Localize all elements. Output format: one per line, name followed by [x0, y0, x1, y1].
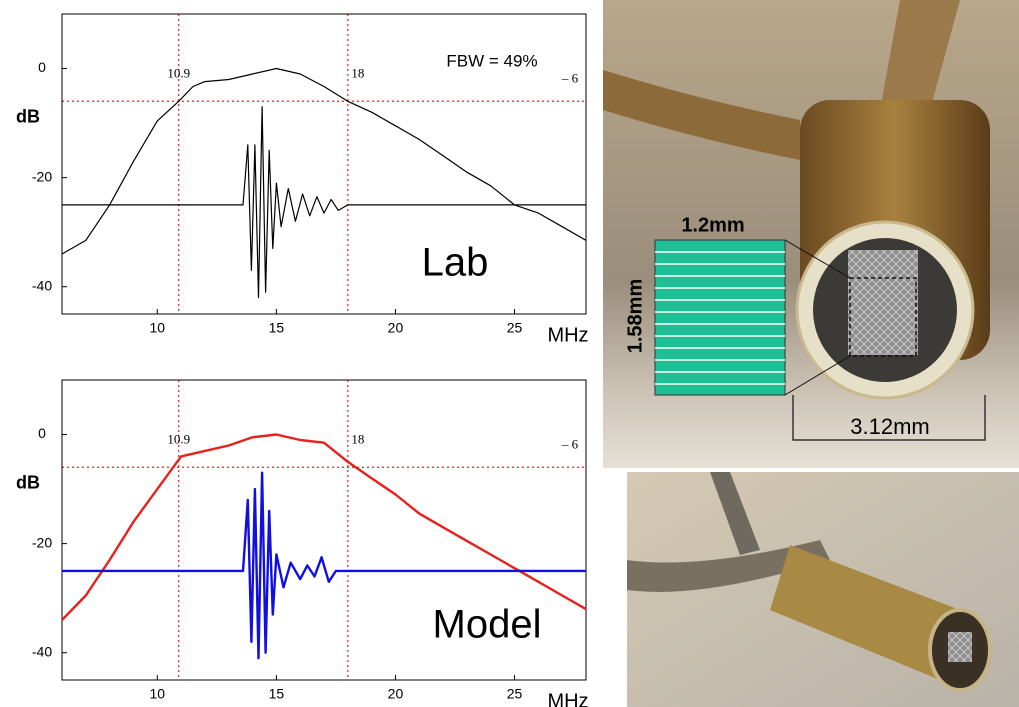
data-line: [61, 433, 587, 621]
panel-label: Model: [433, 603, 542, 647]
x-tick-label: 10: [149, 320, 165, 336]
height-label: 1.58mm: [624, 279, 646, 354]
width-label: 1.2mm: [681, 214, 744, 236]
photo-bottom: [627, 472, 1019, 707]
reference-label: – 6: [561, 70, 579, 85]
plot-frame: [61, 13, 587, 315]
y-tick-label: -40: [32, 277, 52, 293]
photo-top: 1.2mm 1.58mm 3.12mm: [603, 0, 1019, 468]
x-tick-label: 20: [388, 320, 404, 336]
data-line: [62, 471, 586, 660]
reference-label: – 6: [561, 436, 579, 451]
plot-frame: [61, 379, 587, 681]
reference-label: 18: [351, 66, 364, 81]
x-tick-label: 15: [269, 686, 285, 702]
x-axis-label: MHz: [547, 690, 588, 707]
y-tick-label: 0: [38, 425, 46, 441]
reference-label: 18: [351, 432, 364, 447]
y-axis-label: dB: [16, 106, 40, 126]
data-line: [61, 67, 587, 255]
y-axis-label: dB: [16, 472, 40, 492]
reference-label: 10.9: [167, 66, 190, 81]
annotation: FBW = 49%: [446, 51, 537, 70]
data-line: [62, 106, 586, 299]
y-tick-label: -20: [32, 534, 52, 550]
x-tick-label: 25: [507, 686, 523, 702]
charts: 10.9 18 – 6 0 -20 -40 10 15 20 25 dB MHz Lab FBW = 49…: [16, 13, 589, 707]
x-tick-label: 25: [507, 320, 523, 336]
y-tick-label: 0: [38, 59, 46, 75]
diameter-label: 3.12mm: [850, 414, 929, 439]
y-tick-label: -40: [32, 643, 52, 659]
panel-label: Lab: [422, 241, 489, 285]
reference-label: 10.9: [167, 432, 190, 447]
y-tick-label: -20: [32, 168, 52, 184]
x-tick-label: 15: [269, 320, 285, 336]
x-tick-label: 20: [388, 686, 404, 702]
x-axis-label: MHz: [547, 324, 588, 346]
x-tick-label: 10: [149, 686, 165, 702]
